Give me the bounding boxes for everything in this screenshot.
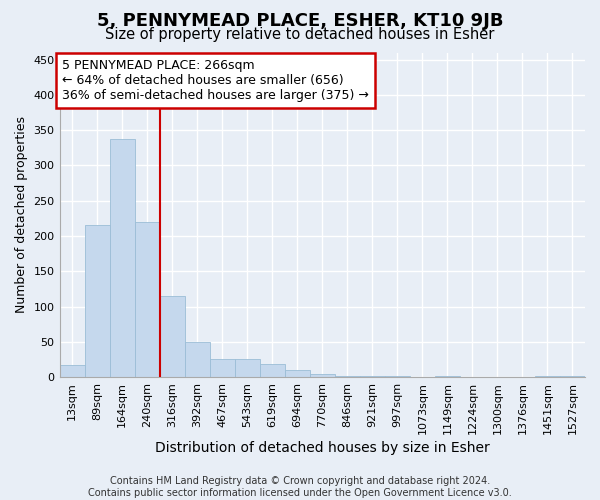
Bar (185, 342, 209, 377)
X-axis label: Distribution of detached houses by size in Esher: Distribution of detached houses by size … (155, 441, 490, 455)
Bar (160, 296, 185, 377)
Text: Contains HM Land Registry data © Crown copyright and database right 2024.
Contai: Contains HM Land Registry data © Crown c… (88, 476, 512, 498)
Bar (110, 138, 134, 377)
Bar (59, 365, 85, 377)
Bar (209, 358, 235, 377)
Text: 5, PENNYMEAD PLACE, ESHER, KT10 9JB: 5, PENNYMEAD PLACE, ESHER, KT10 9JB (97, 12, 503, 30)
Y-axis label: Number of detached properties: Number of detached properties (15, 116, 28, 314)
Bar (85, 226, 110, 377)
Bar (335, 376, 360, 377)
Bar (260, 364, 285, 377)
Bar (285, 370, 310, 377)
Bar (560, 376, 585, 377)
Bar (235, 360, 260, 377)
Bar (435, 376, 460, 377)
Text: 5 PENNYMEAD PLACE: 266sqm
← 64% of detached houses are smaller (656)
36% of semi: 5 PENNYMEAD PLACE: 266sqm ← 64% of detac… (62, 59, 369, 102)
Bar (385, 376, 410, 377)
Bar (360, 376, 385, 377)
Bar (134, 222, 160, 377)
Bar (535, 376, 560, 377)
Text: Size of property relative to detached houses in Esher: Size of property relative to detached ho… (106, 28, 494, 42)
Bar (310, 374, 335, 377)
